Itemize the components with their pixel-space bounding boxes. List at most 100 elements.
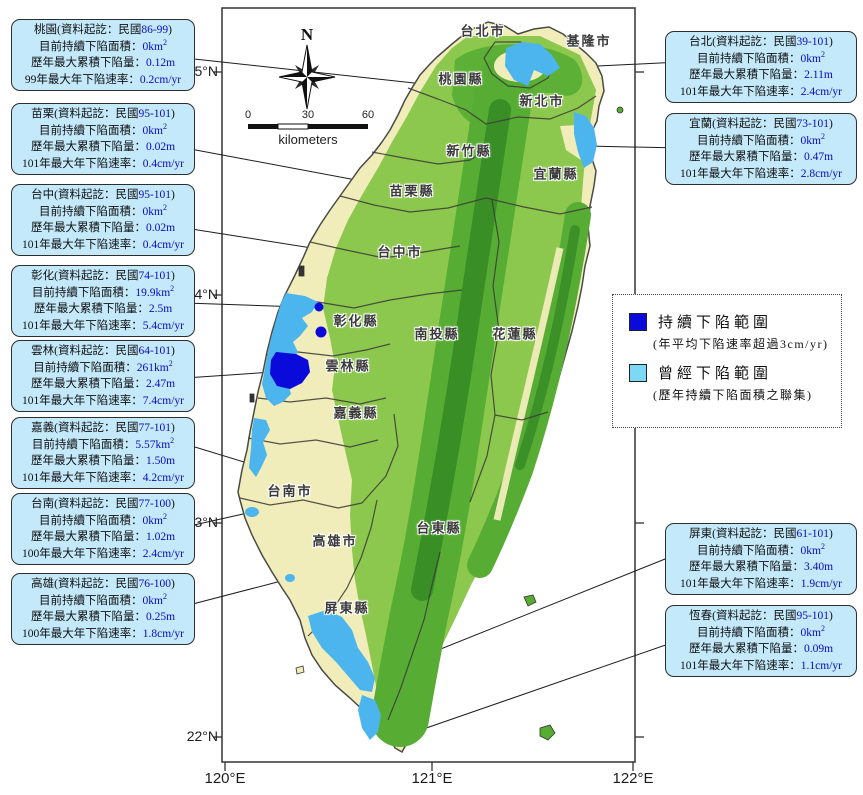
callout-row: 歷年最大累積下陷量：0.12m xyxy=(30,57,176,70)
callout-row: 100年最大年下陷速率：2.4cm/yr xyxy=(22,547,184,560)
callout-row: 歷年最大累積下陷量：2.11m xyxy=(689,69,833,82)
callout-row: 歷年最大累積下陷量：0.02m xyxy=(30,222,176,235)
county-label-taoyuan: 桃園縣 xyxy=(438,71,484,87)
county-label-nantou: 南投縣 xyxy=(414,326,460,342)
callout-row: 目前持續下陷面積：0km2 xyxy=(39,591,167,607)
callout-box-miaoli: 苗栗(資料起訖：民國95-101) 目前持續下陷面積：0km2 歷年最大累積下陷… xyxy=(11,103,195,176)
callout-row: 101年最大年下陷速率：0.4cm/yr xyxy=(22,238,184,251)
legend-item-historic: 曾經下陷範圍 xyxy=(629,362,833,383)
callout-row: 目前持續下陷面積：261km2 xyxy=(33,358,173,374)
east-range-dark xyxy=(515,225,580,470)
callout-title: 苗栗(資料起訖：民國95-101) xyxy=(31,108,175,120)
callout-row: 101年最大年下陷速率：1.9cm/yr xyxy=(680,577,842,590)
county-boundaries xyxy=(239,41,597,721)
legend-label-historic: 曾經下陷範圍 xyxy=(658,366,773,382)
callout-box-taichung: 台中(資料起訖：民國95-101) 目前持續下陷面積：0km2 歷年最大累積下陷… xyxy=(11,184,195,257)
county-label-taichung: 台中市 xyxy=(377,244,423,260)
callout-box-yilan: 宜蘭(資料起訖：民國73-101) 目前持續下陷面積：0km2 歷年最大累積下陷… xyxy=(665,113,857,186)
callout-box-kaohsiung: 高雄(資料起訖：民國76-100) 目前持續下陷面積：0km2 歷年最大累積下陷… xyxy=(11,573,195,646)
county-label-yunlin: 雲林縣 xyxy=(325,358,371,374)
legend: 持續下陷範圍 (年平均下陷速率超過3cm/yr) 曾經下陷範圍 (歷年持續下陷面… xyxy=(612,294,842,428)
county-label-hualien: 花蓮縣 xyxy=(492,326,538,342)
callout-box-yunlin: 雲林(資料起訖：民國64-101) 目前持續下陷面積：261km2 歷年最大累積… xyxy=(11,340,195,413)
callout-box-taipei: 台北(資料起訖：民國39-101) 目前持續下陷面積：0km2 歷年最大累積下陷… xyxy=(665,31,857,104)
county-label-changhua: 彰化縣 xyxy=(333,313,379,329)
callout-row: 歷年最大累積下陷量：3.40m xyxy=(688,561,834,574)
callout-title: 台北(資料起訖：民國39-101) xyxy=(689,36,833,48)
subsidence-kaohsiung xyxy=(285,574,295,582)
callout-row: 99年最大年下陷速率：0.2cm/yr xyxy=(24,73,182,86)
callout-box-pingtung: 屏東(資料起訖：民國61-101) 目前持續下陷面積：0km2 歷年最大累積下陷… xyxy=(665,523,857,596)
callout-title: 台南(資料起訖：民國77-100) xyxy=(31,498,175,510)
subsidence-pingtung xyxy=(308,610,375,692)
lon-label-122e: 122°E xyxy=(612,770,654,787)
taichung-port xyxy=(298,265,305,277)
liuqiu-island xyxy=(295,665,305,675)
callout-row: 目前持續下陷面積：0km2 xyxy=(39,121,167,137)
subsidence-taipei xyxy=(505,42,560,86)
lon-label-121e: 121°E xyxy=(411,770,453,787)
callout-row: 歷年最大累積下陷量：0.25m xyxy=(30,611,176,624)
scale-unit-label: kilometers xyxy=(278,132,338,147)
callout-title: 恆春(資料起訖：民國95-101) xyxy=(689,610,833,622)
legend-item-persistent: 持續下陷範圍 xyxy=(629,311,833,332)
callout-row: 目前持續下陷面積：19.9km2 xyxy=(31,283,175,299)
offshore-islands xyxy=(249,106,624,741)
county-label-miaoli: 苗栗縣 xyxy=(389,183,435,199)
callout-title: 宜蘭(資料起訖：民國73-101) xyxy=(689,118,833,130)
callout-title: 高雄(資料起訖：民國76-100) xyxy=(31,578,175,590)
persistent-subsidence-areas xyxy=(270,302,327,389)
county-label-tainan: 台南市 xyxy=(267,483,313,499)
callout-line-taoyuan xyxy=(184,57,461,89)
callout-box-changhua: 彰化(資料起訖：民國74-101) 目前持續下陷面積：19.9km2 歷年最大累… xyxy=(11,265,195,338)
persistent-subsidence-swatch xyxy=(629,312,647,331)
callout-line-kaohsiung xyxy=(184,578,290,607)
callout-row: 目前持續下陷面積：5.57km2 xyxy=(31,435,175,451)
callout-title: 台中(資料起訖：民國95-101) xyxy=(31,189,175,201)
mailiao-port xyxy=(249,393,255,403)
north-arrow-label: N xyxy=(301,25,314,44)
scale-tick-60: 60 xyxy=(362,109,374,121)
county-label-yilan: 宜蘭縣 xyxy=(533,166,579,182)
callout-row: 100年最大年下陷速率：1.8cm/yr xyxy=(22,627,184,640)
county-label-taipei-city: 台北市 xyxy=(460,23,506,39)
callout-row: 歷年最大累積下陷量：0.09m xyxy=(688,643,834,656)
callout-row: 目前持續下陷面積：0km2 xyxy=(697,541,825,557)
callout-box-hengchun: 恆春(資料起訖：民國95-101) 目前持續下陷面積：0km2 歷年最大累積下陷… xyxy=(665,605,857,678)
callout-row: 目前持續下陷面積：0km2 xyxy=(697,49,825,65)
subsidence-pingtung-south xyxy=(358,695,381,740)
county-label-kaohsiung: 高雄市 xyxy=(312,533,358,549)
scale-bar: 0 30 60 kilometers xyxy=(245,109,374,147)
callout-row: 歷年最大累積下陷量：1.02m xyxy=(30,531,176,544)
callout-box-taoyuan: 桃園(資料起訖：民國86-99) 目前持續下陷面積：0km2 歷年最大累積下陷量… xyxy=(11,19,195,92)
subsidence-yilan xyxy=(574,112,597,168)
callout-row: 歷年最大累積下陷量：1.50m xyxy=(30,455,176,468)
callout-row: 101年最大年下陷速率：7.4cm/yr xyxy=(22,394,184,407)
central-ridge-dark xyxy=(411,99,511,601)
callout-line-hengchun xyxy=(408,639,681,735)
persistent-yunlin xyxy=(270,352,310,389)
county-label-hsinchu: 新竹縣 xyxy=(446,143,492,159)
green-island xyxy=(523,594,537,607)
county-label-taitung: 台東縣 xyxy=(416,520,462,536)
callout-row: 101年最大年下陷速率：4.2cm/yr xyxy=(22,471,184,484)
callout-row: 歷年最大累積下陷量：0.47m xyxy=(688,151,834,164)
callout-row: 101年最大年下陷速率：0.4cm/yr xyxy=(22,157,184,170)
callout-line-tainan xyxy=(184,511,253,528)
callout-box-chiayi: 嘉義(資料起訖：民國77-101) 目前持續下陷面積：5.57km2 歷年最大累… xyxy=(11,417,195,490)
callout-title: 桃園(資料起訖：民國86-99) xyxy=(33,24,173,36)
county-label-pingtung: 屏東縣 xyxy=(324,600,370,616)
historic-subsidence-swatch xyxy=(629,363,647,382)
rift-valley xyxy=(493,247,564,521)
callout-row: 101年最大年下陷速率：1.1cm/yr xyxy=(680,659,842,672)
callout-row: 目前持續下陷面積：0km2 xyxy=(39,202,167,218)
callout-title: 彰化(資料起訖：民國74-101) xyxy=(31,270,175,282)
legend-label-persistent: 持續下陷範圍 xyxy=(658,315,773,331)
callout-row: 目前持續下陷面積：0km2 xyxy=(697,623,825,639)
callout-row: 101年最大年下陷速率：5.4cm/yr xyxy=(22,319,184,332)
callout-line-yilan xyxy=(585,145,681,149)
callout-row: 歷年最大累積下陷量：2.5m xyxy=(33,303,173,316)
orchid-island xyxy=(539,724,556,741)
lat-label-22n: 22°N xyxy=(186,728,218,744)
